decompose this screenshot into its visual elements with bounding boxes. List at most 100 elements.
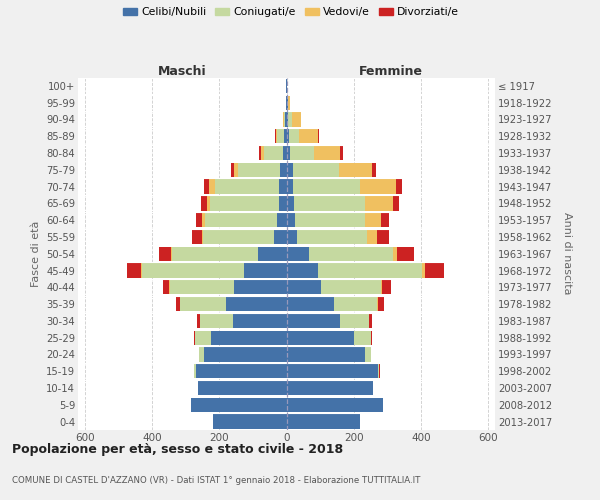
Text: Femmine: Femmine [359, 66, 423, 78]
Bar [287, 230, 297, 244]
Bar [172, 246, 258, 261]
Bar [231, 162, 235, 177]
Bar [287, 414, 360, 428]
Bar [293, 180, 360, 194]
Bar [283, 112, 284, 126]
Bar [277, 213, 287, 228]
Bar [238, 162, 280, 177]
Bar [287, 264, 319, 278]
Bar [287, 246, 310, 261]
Bar [289, 129, 299, 144]
Bar [382, 280, 391, 294]
Bar [355, 330, 371, 345]
Bar [288, 112, 292, 126]
Bar [287, 146, 290, 160]
Bar [210, 196, 279, 210]
Bar [209, 180, 215, 194]
Bar [292, 112, 301, 126]
Bar [293, 162, 339, 177]
Bar [141, 264, 142, 278]
Bar [196, 364, 287, 378]
Bar [142, 264, 244, 278]
Bar [299, 129, 318, 144]
Bar [369, 314, 372, 328]
Bar [280, 162, 287, 177]
Bar [205, 180, 209, 194]
Y-axis label: Fasce di età: Fasce di età [31, 220, 41, 287]
Bar [286, 112, 287, 126]
Bar [372, 162, 376, 177]
Bar [310, 246, 393, 261]
Bar [290, 146, 314, 160]
Bar [179, 297, 226, 311]
Bar [378, 297, 384, 311]
Bar [127, 264, 141, 278]
Bar [199, 348, 204, 362]
Bar [284, 112, 286, 126]
Bar [196, 213, 202, 228]
Bar [318, 129, 319, 144]
Bar [201, 196, 207, 210]
Bar [204, 348, 287, 362]
Bar [393, 196, 399, 210]
Bar [382, 213, 389, 228]
Bar [274, 230, 287, 244]
Bar [215, 180, 279, 194]
Bar [200, 314, 233, 328]
Bar [207, 196, 210, 210]
Bar [380, 280, 382, 294]
Bar [377, 230, 389, 244]
Bar [365, 196, 393, 210]
Bar [360, 180, 396, 194]
Bar [287, 348, 365, 362]
Bar [319, 264, 422, 278]
Bar [287, 280, 321, 294]
Bar [340, 314, 369, 328]
Bar [287, 364, 378, 378]
Bar [191, 398, 287, 412]
Bar [159, 246, 172, 261]
Bar [197, 314, 200, 328]
Bar [287, 112, 288, 126]
Bar [194, 364, 196, 378]
Bar [287, 129, 289, 144]
Bar [422, 264, 425, 278]
Bar [163, 280, 169, 294]
Bar [211, 330, 287, 345]
Bar [287, 96, 288, 110]
Bar [287, 330, 355, 345]
Bar [286, 79, 287, 93]
Bar [170, 280, 235, 294]
Bar [199, 381, 287, 395]
Text: Popolazione per età, sesso e stato civile - 2018: Popolazione per età, sesso e stato civil… [12, 442, 343, 456]
Bar [205, 213, 277, 228]
Bar [263, 146, 283, 160]
Bar [295, 213, 365, 228]
Bar [284, 129, 287, 144]
Bar [203, 230, 274, 244]
Bar [226, 297, 287, 311]
Bar [367, 230, 377, 244]
Bar [286, 96, 287, 110]
Bar [287, 398, 383, 412]
Y-axis label: Anni di nascita: Anni di nascita [562, 212, 572, 295]
Bar [259, 146, 261, 160]
Bar [212, 414, 287, 428]
Bar [397, 246, 413, 261]
Bar [287, 314, 340, 328]
Bar [365, 213, 382, 228]
Bar [244, 264, 287, 278]
Bar [261, 146, 263, 160]
Bar [287, 297, 334, 311]
Bar [258, 246, 287, 261]
Bar [233, 314, 287, 328]
Bar [287, 180, 293, 194]
Bar [287, 213, 295, 228]
Bar [276, 129, 277, 144]
Bar [235, 162, 238, 177]
Bar [378, 364, 379, 378]
Bar [275, 129, 276, 144]
Bar [176, 297, 179, 311]
Bar [202, 213, 205, 228]
Text: Maschi: Maschi [158, 66, 206, 78]
